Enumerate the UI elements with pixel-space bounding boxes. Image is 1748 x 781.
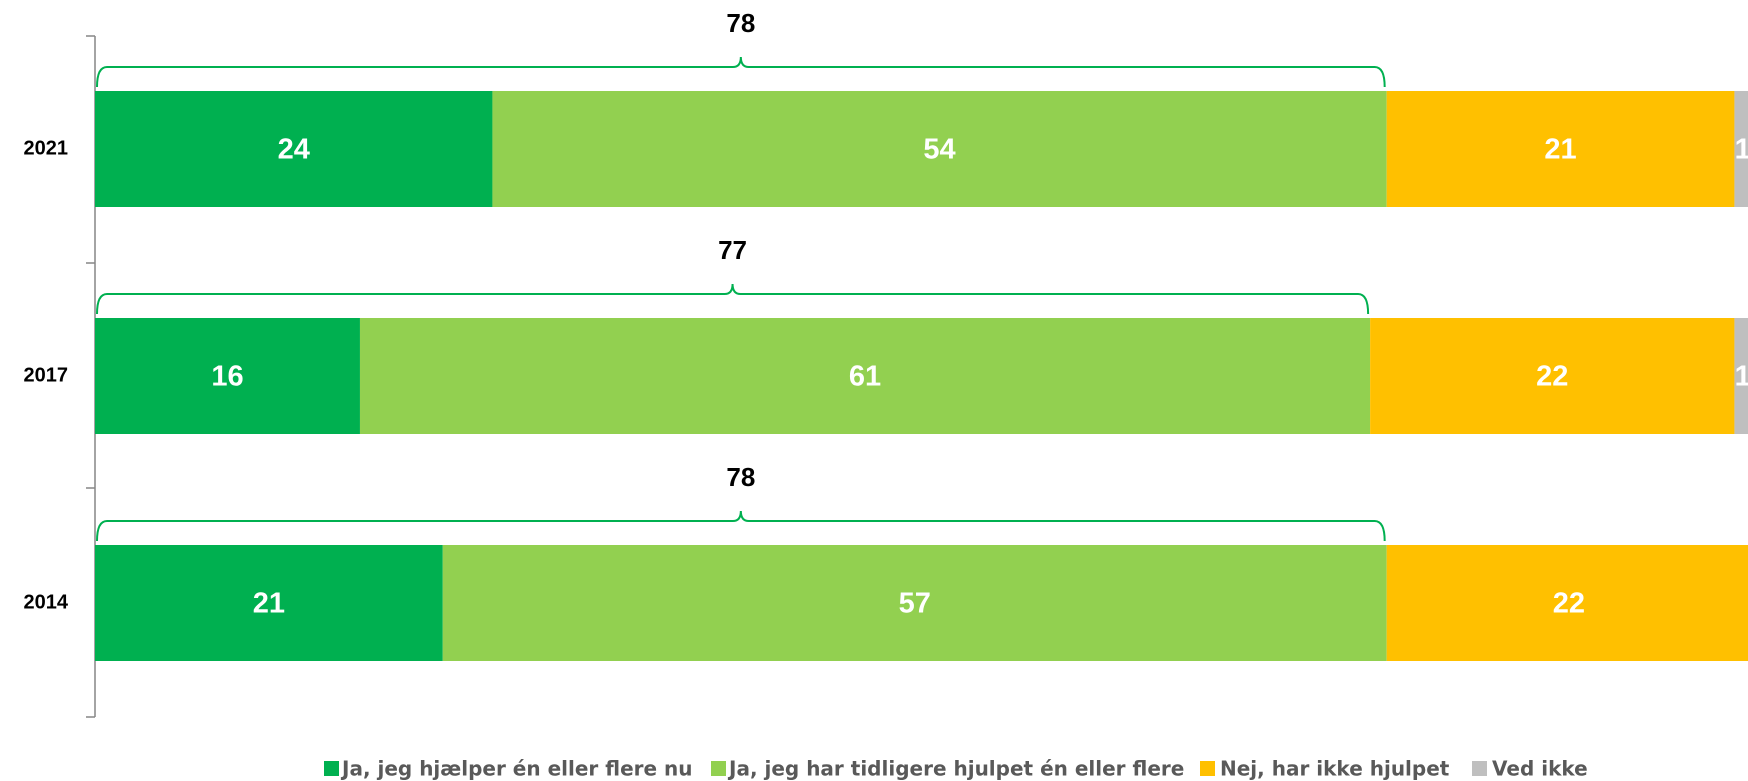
bar-segment [1734, 91, 1748, 207]
total-label: 78 [726, 462, 755, 492]
value-label: 1 [1735, 134, 1748, 166]
total-label: 78 [726, 8, 755, 38]
value-label: 61 [849, 361, 881, 393]
total-bracket [96, 56, 1386, 88]
bar-segment [95, 318, 360, 434]
legend-label: Ja, jeg hjælper én eller flere nu [340, 757, 693, 781]
total-bracket [96, 510, 1386, 542]
bar-segment [1734, 318, 1748, 434]
legend-label: Nej, har ikke hjulpet [1220, 757, 1450, 781]
legend-swatch [324, 761, 339, 776]
value-label: 16 [211, 361, 243, 393]
value-label: 57 [899, 588, 931, 620]
bar-segment [95, 545, 443, 661]
bar-segment [1386, 91, 1735, 207]
value-label: 22 [1536, 361, 1568, 393]
bar-segment [95, 91, 493, 207]
legend-label: Ved ikke [1492, 757, 1588, 781]
legend-swatch [1472, 761, 1487, 776]
value-label: 1 [1735, 361, 1748, 393]
value-label: 54 [923, 134, 955, 166]
y-tick-label: 2017 [24, 364, 69, 386]
bar-segment [442, 545, 1387, 661]
total-label: 77 [718, 235, 747, 265]
legend-label: Ja, jeg har tidligere hjulpet én eller f… [727, 757, 1184, 781]
total-bracket [96, 283, 1370, 315]
legend-swatch [1200, 761, 1215, 776]
y-tick-label: 2021 [24, 137, 69, 159]
value-label: 22 [1553, 588, 1585, 620]
bar-segment [1370, 318, 1735, 434]
legend-swatch [711, 761, 726, 776]
bar-segment [359, 318, 1371, 434]
bar-segment [492, 91, 1387, 207]
value-label: 21 [1544, 134, 1576, 166]
value-label: 24 [278, 134, 310, 166]
value-label: 21 [253, 588, 285, 620]
bar-segment [1386, 545, 1748, 661]
y-tick-label: 2014 [24, 591, 69, 613]
